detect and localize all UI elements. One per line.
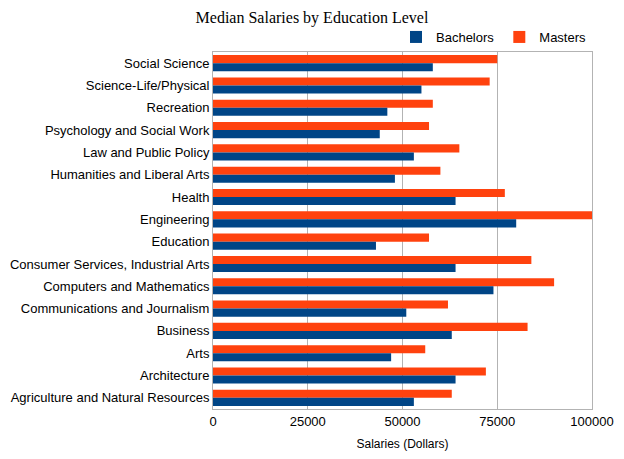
svg-text:Salaries (Dollars): Salaries (Dollars): [356, 437, 448, 451]
svg-text:Architecture: Architecture: [140, 368, 209, 383]
svg-text:Recreation: Recreation: [147, 100, 210, 115]
svg-text:Psychology and Social Work: Psychology and Social Work: [45, 123, 210, 138]
svg-text:Arts: Arts: [186, 346, 210, 361]
svg-text:Education: Education: [152, 234, 210, 249]
svg-text:Bachelors: Bachelors: [436, 30, 494, 45]
svg-text:Law and Public Policy: Law and Public Policy: [83, 145, 210, 160]
svg-text:Humanities and Liberal Arts: Humanities and Liberal Arts: [50, 167, 209, 182]
svg-text:Engineering: Engineering: [140, 212, 209, 227]
svg-text:Social Science: Social Science: [124, 56, 209, 71]
svg-text:Business: Business: [157, 323, 210, 338]
svg-text:75000: 75000: [479, 414, 515, 429]
svg-text:Computers and Mathematics: Computers and Mathematics: [43, 279, 210, 294]
svg-text:50000: 50000: [384, 414, 420, 429]
svg-text:0: 0: [209, 414, 216, 429]
svg-text:Median Salaries by Education L: Median Salaries by Education Level: [196, 9, 429, 27]
svg-text:Masters: Masters: [539, 30, 586, 45]
svg-text:Agriculture and Natural Resour: Agriculture and Natural Resources: [11, 390, 210, 405]
svg-text:Consumer Services, Industrial: Consumer Services, Industrial Arts: [10, 257, 210, 272]
svg-text:100000: 100000: [570, 414, 613, 429]
svg-text:Science-Life/Physical: Science-Life/Physical: [86, 78, 210, 93]
svg-text:Health: Health: [172, 190, 210, 205]
svg-text:Communications and Journalism: Communications and Journalism: [21, 301, 210, 316]
svg-text:25000: 25000: [290, 414, 326, 429]
